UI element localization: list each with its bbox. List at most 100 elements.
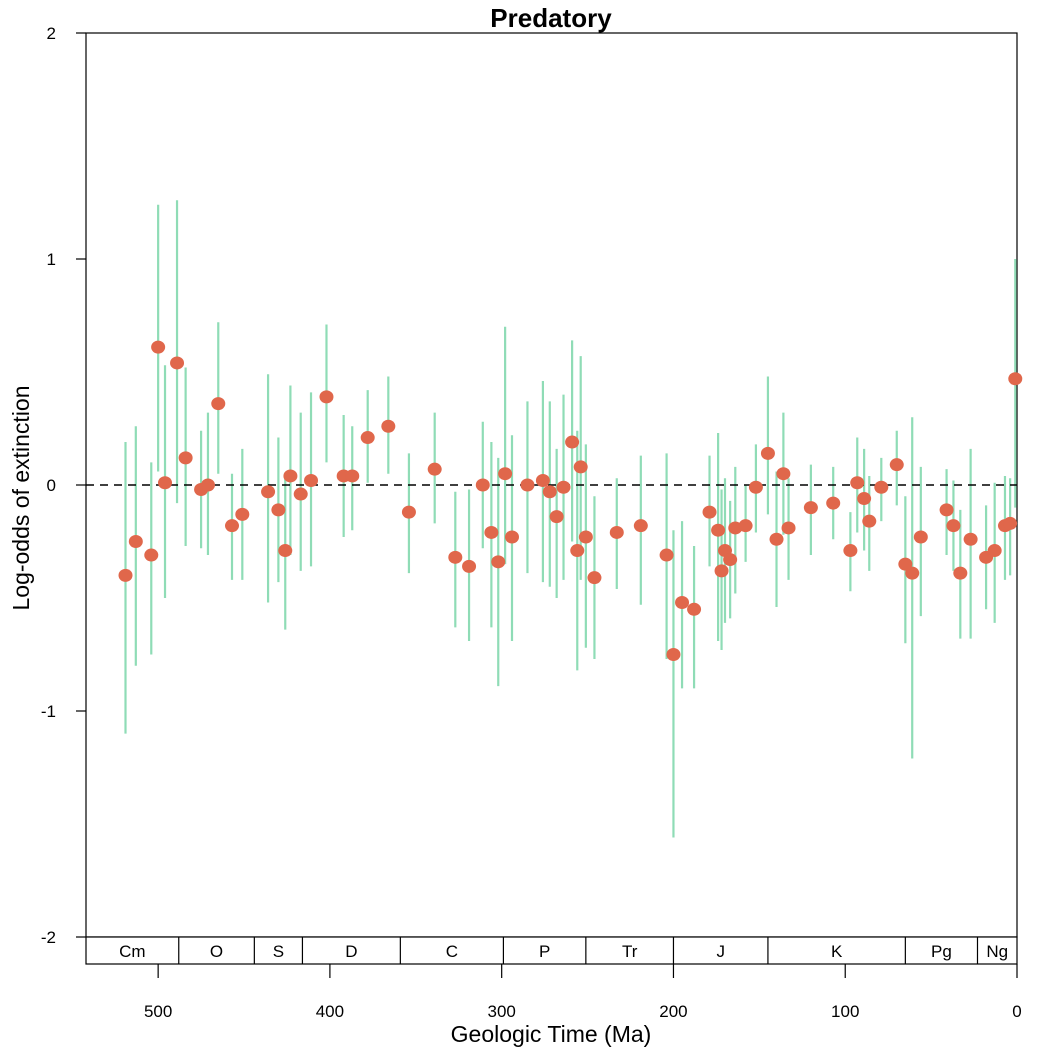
- data-point: [520, 478, 535, 492]
- data-point: [1008, 372, 1023, 386]
- data-point: [448, 550, 463, 564]
- data-point: [360, 431, 375, 445]
- y-axis-label: Log-odds of extinction: [8, 385, 34, 610]
- data-point: [178, 451, 193, 465]
- data-point: [898, 557, 913, 571]
- data-point: [118, 568, 133, 582]
- data-point: [987, 544, 1002, 558]
- data-point: [862, 514, 877, 528]
- data-point: [200, 478, 215, 492]
- y-tick-label: 2: [47, 24, 56, 43]
- data-point: [462, 559, 477, 573]
- period-label: Ng: [986, 942, 1008, 961]
- data-point: [345, 469, 360, 483]
- data-point: [401, 505, 416, 519]
- data-point: [128, 535, 143, 548]
- data-point: [963, 532, 978, 546]
- data-point: [570, 544, 585, 558]
- data-point: [578, 530, 593, 544]
- data-point: [235, 507, 250, 521]
- x-axis: 500 400 300 200 100 0: [144, 964, 1022, 1021]
- x-tick-label: 500: [144, 1002, 172, 1021]
- data-point: [913, 530, 928, 544]
- data-point: [738, 519, 753, 533]
- data-point: [170, 356, 185, 370]
- data-point: [609, 525, 624, 539]
- data-point: [484, 525, 499, 539]
- data-point: [769, 532, 784, 546]
- y-tick-label: 0: [47, 476, 56, 495]
- data-point: [535, 473, 550, 487]
- data-point: [748, 480, 763, 494]
- data-point: [850, 476, 865, 490]
- period-strip: Cm O S D C P Tr J K Pg Ng: [85, 936, 1018, 965]
- period-label: D: [345, 942, 357, 961]
- data-point: [776, 467, 791, 481]
- data-point: [826, 496, 841, 510]
- data-point: [760, 446, 775, 460]
- x-axis-label: Geologic Time (Ma): [451, 1021, 652, 1047]
- data-point: [803, 501, 818, 515]
- x-tick-label: 200: [659, 1002, 687, 1021]
- data-point: [905, 566, 920, 580]
- data-point: [271, 503, 286, 517]
- period-label: Tr: [622, 942, 638, 961]
- data-point: [666, 648, 681, 661]
- data-point: [381, 419, 396, 433]
- data-point: [675, 596, 690, 610]
- data-point: [687, 602, 702, 616]
- data-point: [659, 548, 674, 562]
- period-label: P: [539, 942, 550, 961]
- data-point: [939, 503, 954, 517]
- data-point: [211, 397, 226, 411]
- data-point: [702, 505, 717, 519]
- data-point: [874, 480, 889, 494]
- period-label: S: [273, 942, 284, 961]
- data-point: [857, 492, 872, 506]
- data-point: [843, 544, 858, 558]
- y-tick-label: -2: [41, 928, 56, 947]
- x-tick-label: 300: [487, 1002, 515, 1021]
- x-tick-label: 100: [831, 1002, 859, 1021]
- period-label: J: [716, 942, 725, 961]
- period-label: Pg: [931, 942, 952, 961]
- y-tick-label: 1: [47, 250, 56, 269]
- data-point: [504, 530, 519, 544]
- data-point: [498, 467, 513, 481]
- y-tick-label: -1: [41, 702, 56, 721]
- period-label: Cm: [119, 942, 145, 961]
- data-point: [319, 390, 334, 404]
- data-point: [1003, 516, 1018, 530]
- x-tick-label: 0: [1012, 1002, 1021, 1021]
- data-point: [225, 519, 240, 533]
- data-point: [565, 435, 580, 449]
- x-tick-label: 400: [316, 1002, 344, 1021]
- data-point: [587, 571, 602, 585]
- data-point: [633, 519, 648, 533]
- period-label: C: [446, 942, 458, 961]
- data-point: [953, 566, 968, 580]
- data-point: [283, 469, 298, 483]
- period-label: K: [831, 942, 843, 961]
- data-point: [723, 553, 738, 567]
- data-point: [946, 519, 961, 533]
- period-label: O: [210, 942, 223, 961]
- data-point: [144, 548, 159, 562]
- data-point: [781, 521, 796, 535]
- data-point: [542, 485, 557, 499]
- data-point: [475, 478, 490, 492]
- data-point: [889, 458, 904, 472]
- data-point: [261, 485, 276, 499]
- data-point: [304, 473, 319, 487]
- data-point: [278, 544, 293, 558]
- data-point: [573, 460, 588, 474]
- data-point: [427, 462, 442, 476]
- error-bars: [124, 200, 1017, 838]
- data-points: [118, 340, 1023, 661]
- data-point: [714, 564, 729, 578]
- data-point: [293, 487, 308, 501]
- chart-title: Predatory: [490, 3, 612, 33]
- y-axis: -2 -1 0 1 2: [41, 24, 86, 947]
